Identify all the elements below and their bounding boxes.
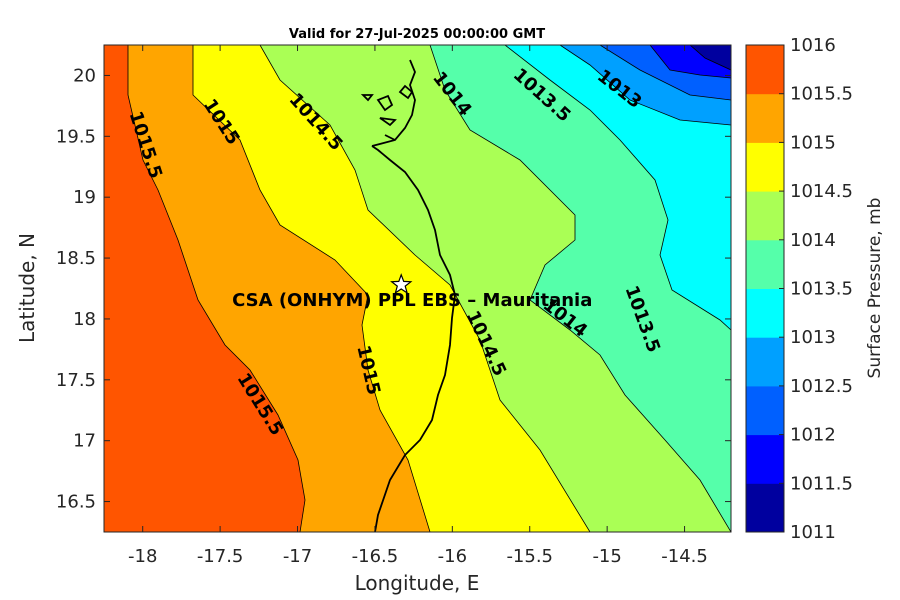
x-axis-label: Longitude, E xyxy=(355,571,480,595)
x-tick-label: -14.5 xyxy=(661,546,708,567)
colorbar-segment xyxy=(746,483,784,533)
plot-frame xyxy=(103,44,732,533)
colorbar-tick-label: 1015.5 xyxy=(790,84,853,105)
site-label: CSA (ONHYM) PPL EBS – Mauritania xyxy=(232,290,592,311)
y-tick-label: 18 xyxy=(73,309,96,330)
x-axis-ticks: -18 -17.5 -17 -16.5 -16 -15.5 -15 -14.5 xyxy=(128,45,708,567)
x-tick-label: -17.5 xyxy=(197,546,244,567)
band-1014.5-1015 xyxy=(193,45,590,532)
colorbar-segment xyxy=(746,337,784,387)
colorbar-segment xyxy=(746,142,784,192)
x-tick-label: -16.5 xyxy=(352,546,399,567)
colorbar-tick-label: 1016 xyxy=(790,35,836,56)
map-plot-area xyxy=(104,45,731,532)
colorbar-tick-label: 1011.5 xyxy=(790,473,853,494)
y-tick-label: 20 xyxy=(73,65,96,86)
colorbar-tick-label: 1013.5 xyxy=(790,279,853,300)
x-tick-label: -18 xyxy=(128,546,157,567)
colorbar-tick-label: 1011 xyxy=(790,522,836,543)
colorbar-label: Surface Pressure, mb xyxy=(865,198,885,379)
colorbar-segment xyxy=(746,45,784,95)
band-1013.5-1014 xyxy=(430,45,731,532)
y-axis-label: Latitude, N xyxy=(15,233,39,343)
x-tick-label: -17 xyxy=(283,546,312,567)
colorbar-segment xyxy=(746,434,784,484)
contour-lines xyxy=(127,45,731,532)
colorbar-segment xyxy=(746,93,784,143)
colorbar-tick-label: 1013 xyxy=(790,327,836,348)
colorbar-tick-label: 1014 xyxy=(790,230,836,251)
colorbar-segment xyxy=(746,239,784,289)
y-tick-label: 17.5 xyxy=(56,370,96,391)
site-marker xyxy=(390,273,413,295)
band-1015-1015.5 xyxy=(128,45,430,532)
x-tick-label: -16 xyxy=(438,546,467,567)
x-tick-label: -15 xyxy=(592,546,621,567)
band-above-1015.5 xyxy=(104,45,305,532)
band-1014-1014.5 xyxy=(260,45,731,532)
y-tick-label: 19 xyxy=(73,187,96,208)
colorbar-segment xyxy=(746,288,784,338)
x-tick-label: -15.5 xyxy=(506,546,553,567)
colorbar-segment xyxy=(746,191,784,241)
band-1011-1011.5 xyxy=(690,45,731,70)
colorbar-tick-label: 1012.5 xyxy=(790,376,853,397)
colorbar-segment xyxy=(746,385,784,436)
y-tick-label: 19.5 xyxy=(56,126,96,147)
colorbar: 1011 1011.5 1012 1012.5 1013 1013.5 1014 1014.5… xyxy=(745,35,853,543)
y-tick-label: 18.5 xyxy=(56,248,96,269)
colorbar-tick-label: 1012 xyxy=(790,425,836,446)
colorbar-tick-label: 1014.5 xyxy=(790,181,853,202)
site-star-icon xyxy=(390,273,413,295)
y-axis-ticks: 16.5 17 17.5 18 18.5 19 19.5 20 xyxy=(56,65,731,513)
y-tick-label: 16.5 xyxy=(56,492,96,513)
colorbar-tick-label: 1015 xyxy=(790,132,836,153)
y-tick-label: 17 xyxy=(73,431,96,452)
coastline xyxy=(360,59,456,532)
chart-title: Valid for 27-Jul-2025 00:00:00 GMT xyxy=(289,27,545,42)
